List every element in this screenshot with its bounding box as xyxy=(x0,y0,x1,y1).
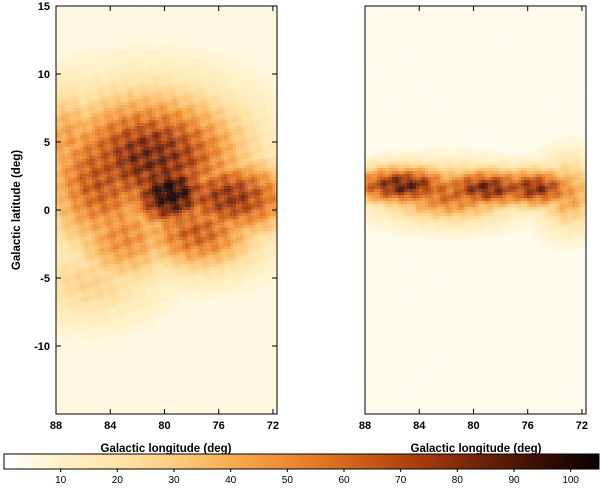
heatmap-left xyxy=(56,6,277,414)
